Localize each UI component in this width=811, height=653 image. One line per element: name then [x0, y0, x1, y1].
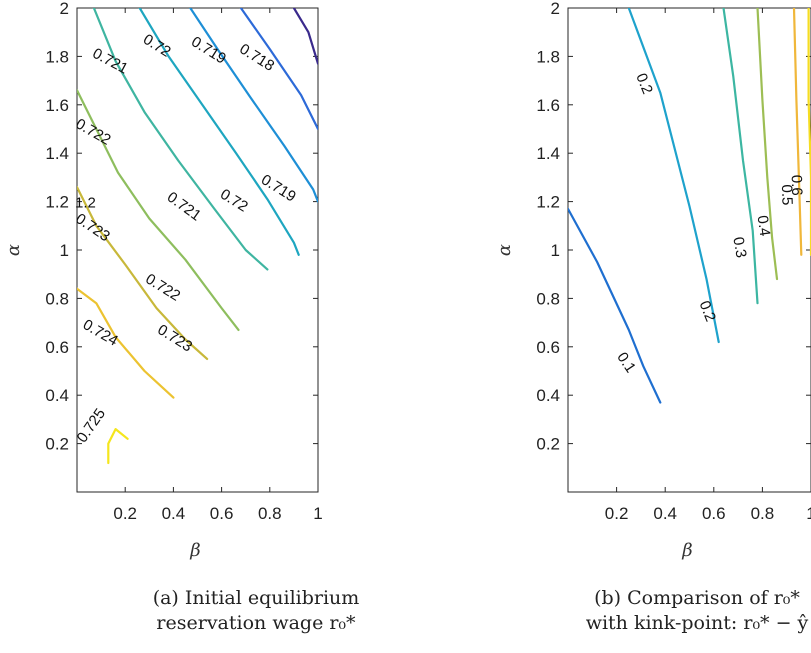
x-tick-label: 0.4: [653, 504, 677, 523]
caption-b-line2: with kink-point: r₀* − ŷ: [585, 612, 809, 634]
y-tick-label: 0.2: [45, 435, 69, 454]
contour-line-0.2: [627, 8, 720, 344]
caption-a-line2: reservation wage r₀*: [156, 612, 356, 634]
contour-label: 0.5: [778, 184, 796, 205]
caption-b: (b) Comparison of r₀* with kink-point: r…: [572, 586, 811, 636]
contour-line-0.718: [239, 8, 318, 131]
y-tick-label: 1.4: [45, 144, 69, 163]
contour-label: 0.3: [729, 236, 749, 259]
y-tick-label: 1.4: [536, 144, 560, 163]
contour-line-0.722: [77, 89, 240, 331]
contour-label: 0.2: [632, 71, 656, 97]
contour-line-0.3: [722, 8, 759, 305]
contour-line-0.723: [77, 186, 209, 360]
contour-line-0.719: [189, 8, 318, 203]
x-tick-label: 0.8: [258, 504, 282, 523]
y-tick-label: 1.8: [536, 47, 560, 66]
y-tick-label: 1.2: [536, 193, 560, 212]
y-tick-label: 0.4: [536, 386, 560, 405]
contour-line-0.724: [77, 287, 175, 399]
contour-line-0.6: [807, 8, 811, 256]
panel-a: 0.2 0.4 0.6 0.8 1 0.2 0.4 0.6 0.8 1 1.2 1.4 1.6 1.8 2 β…: [3, 0, 323, 561]
contour-line-0.721: [92, 8, 269, 271]
contour-line-0.1: [568, 207, 662, 404]
y-tick-label: 1: [551, 241, 560, 260]
contour-label: 0.724: [80, 316, 121, 349]
x-tick-label: 0.2: [605, 504, 629, 523]
y-tick-label: 0.8: [45, 289, 69, 308]
x-tick-label: 0.4: [162, 504, 186, 523]
contour-label: 0.6: [788, 175, 806, 196]
y-tick-label: 1: [60, 241, 69, 260]
contour-line-0.72: [138, 8, 300, 256]
x-tick-label: 1: [313, 504, 322, 523]
x-tick-label: 1: [806, 504, 811, 523]
x-tick-label: 0.8: [751, 504, 775, 523]
y-tick-label: 2: [60, 0, 69, 18]
y-tick-label: 0.4: [45, 386, 69, 405]
x-tick-label: 0.6: [210, 504, 234, 523]
x-tick-label: 0.6: [702, 504, 726, 523]
contour-label: 0.1: [613, 349, 639, 376]
y-axis-label: α: [3, 244, 24, 256]
contour-label: 0.718: [236, 41, 277, 75]
y-tick-label: 2: [551, 0, 560, 18]
contour-label-extra: 1.2: [75, 195, 96, 212]
contour-line: [292, 8, 318, 65]
contour-label: 0.722: [142, 270, 183, 304]
contour-label: 0.719: [188, 33, 229, 67]
contour-label: 0.723: [72, 210, 113, 245]
caption-b-line1: (b) Comparison of r₀*: [594, 587, 800, 609]
caption-a-line1: (a) Initial equilibrium: [152, 587, 360, 609]
contour-label: 0.72: [217, 186, 251, 216]
panel-b: 0.2 0.4 0.6 0.8 1 0.2 0.4 0.6 0.8 1 1.2 1.4 1.6 1.8 2 β…: [494, 0, 811, 561]
contour-label: 0.719: [258, 171, 299, 205]
y-tick-label: 0.8: [536, 289, 560, 308]
x-tick-label: 0.2: [113, 504, 137, 523]
contour-line-0.725: [107, 428, 129, 465]
contour-label: 0.725: [74, 405, 109, 446]
x-axis-label: β: [189, 540, 200, 561]
contour-label: 0.2: [696, 298, 720, 324]
contour-line-0.4: [756, 8, 779, 281]
x-axis-label: β: [681, 540, 692, 561]
contour-label: 0.721: [164, 189, 204, 225]
y-tick-label: 0.6: [536, 338, 560, 357]
y-tick-label: 1.8: [45, 47, 69, 66]
contour-line-0.5: [792, 8, 803, 256]
contour-label: 0.4: [754, 214, 774, 237]
caption-a: (a) Initial equilibrium reservation wage…: [131, 586, 381, 636]
y-tick-label: 0.6: [45, 338, 69, 357]
y-tick-label: 1.6: [536, 96, 560, 115]
y-axis-label: α: [494, 244, 515, 256]
y-tick-label: 1.6: [45, 96, 69, 115]
y-tick-label: 1.2: [45, 193, 69, 212]
y-tick-label: 0.2: [536, 435, 560, 454]
